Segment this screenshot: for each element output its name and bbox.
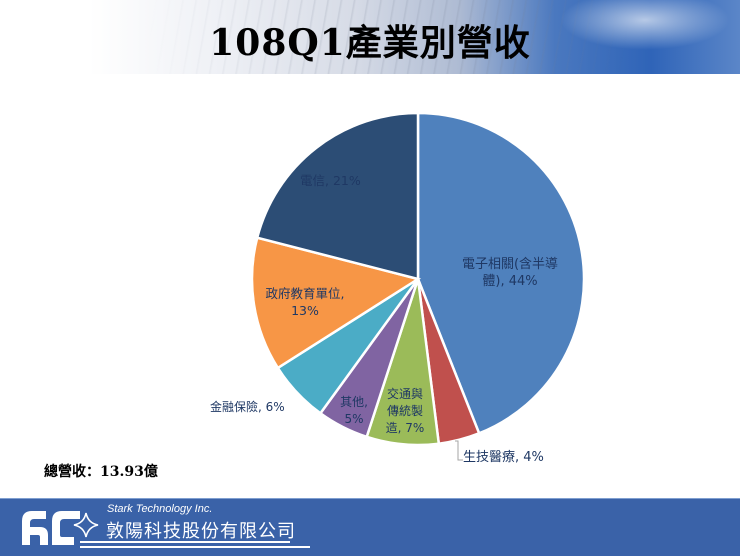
footer-line-1 [80, 541, 290, 543]
footer-bar: Stark Technology Inc. 敦陽科技股份有限公司 [0, 498, 740, 556]
label-electronics: 電子相關(含半導 體), 44% [461, 257, 559, 289]
stark-logo-icon [22, 511, 99, 545]
label-other: 其他, 5% [340, 395, 368, 426]
pie-slice [255, 111, 420, 281]
label-finance-insurance: 金融保險, 6% [210, 400, 285, 414]
header-banner [0, 0, 740, 74]
footer-line-2 [80, 546, 310, 548]
label-biotech: 生技醫療, 4% [463, 450, 544, 465]
label-telecom: 電信, 21% [300, 173, 361, 188]
total-revenue: 總營收：13.93億 [44, 464, 158, 480]
company-name-english: Stark Technology Inc. [107, 503, 213, 515]
company-name-chinese: 敦陽科技股份有限公司 [106, 521, 296, 542]
leader-line [455, 440, 463, 461]
label-government-education: 政府教育單位, 13% [265, 286, 345, 318]
label-transport-manufacturing: 交通與 傳統製 造, 7% [385, 387, 425, 435]
pie-slice [416, 111, 586, 435]
sky-cloud [560, 0, 730, 50]
pie-slice [250, 236, 422, 370]
page-title: 108Q1產業別營收 [209, 22, 531, 64]
